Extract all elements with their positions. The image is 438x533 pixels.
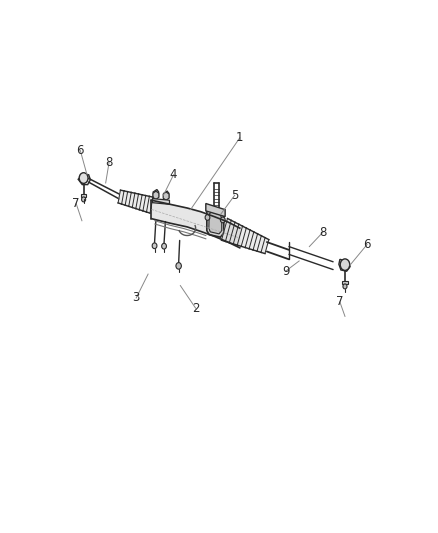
Text: 7: 7 [336,295,344,309]
Text: 9: 9 [282,265,290,278]
Polygon shape [339,260,350,271]
Circle shape [176,263,181,269]
Polygon shape [209,212,222,234]
Polygon shape [342,281,348,284]
Circle shape [340,259,350,270]
Polygon shape [118,190,153,213]
Polygon shape [81,193,86,197]
Polygon shape [152,200,240,248]
Text: 7: 7 [72,197,80,210]
Polygon shape [164,191,169,198]
Text: 8: 8 [319,226,327,239]
Polygon shape [222,219,269,254]
Text: 6: 6 [363,238,371,251]
Text: 4: 4 [170,168,177,181]
Polygon shape [153,191,159,199]
Text: 8: 8 [106,156,113,169]
Circle shape [343,284,347,289]
Circle shape [205,215,210,220]
Circle shape [81,197,86,202]
Circle shape [220,217,225,223]
Polygon shape [153,190,159,197]
Text: 1: 1 [236,131,244,144]
Text: 3: 3 [133,292,140,304]
Text: 5: 5 [231,189,238,202]
Text: 2: 2 [192,302,199,314]
Polygon shape [206,204,225,216]
Circle shape [162,243,166,249]
Text: 6: 6 [77,144,84,157]
Polygon shape [152,199,170,204]
Polygon shape [78,174,90,184]
Polygon shape [163,192,169,200]
Circle shape [152,243,157,248]
Circle shape [79,173,88,183]
Polygon shape [207,208,224,237]
